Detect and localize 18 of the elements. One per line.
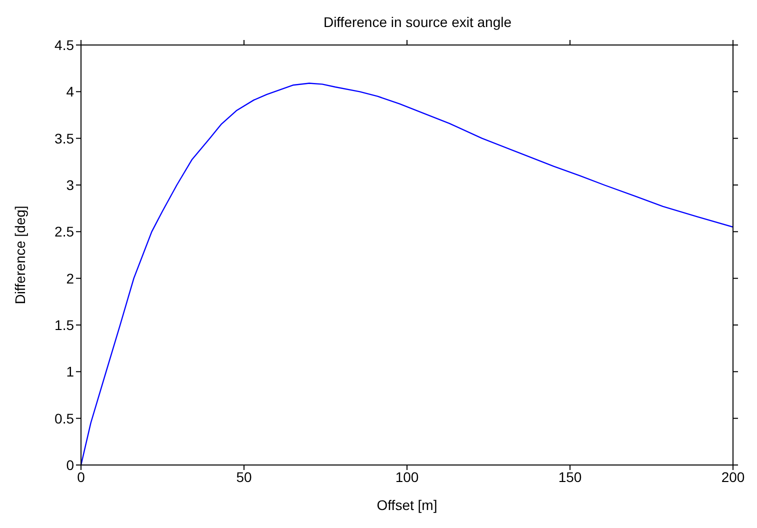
y-tick-label: 3 <box>66 176 74 193</box>
x-tick-label: 200 <box>721 468 745 485</box>
x-axis-title: Offset [m] <box>376 497 438 513</box>
y-tick-label: 0.5 <box>54 410 74 426</box>
y-tick-label: 4 <box>66 84 74 100</box>
y-tick-label: 2 <box>66 270 74 286</box>
y-tick-label: 2.5 <box>54 224 74 240</box>
x-tick-label: 0 <box>77 468 86 485</box>
x-tick-label: 100 <box>395 468 419 485</box>
y-tick-label: 3.5 <box>54 130 74 146</box>
y-tick-label: 0 <box>66 456 74 473</box>
y-tick-label: 1 <box>66 364 74 380</box>
chart-title: Difference in source exit angle <box>322 14 513 30</box>
x-tick-label: 50 <box>236 468 252 485</box>
y-tick-label: 4.5 <box>54 36 74 53</box>
x-tick-label: 150 <box>558 468 582 485</box>
y-tick-label: 1.5 <box>54 316 74 333</box>
y-axis-title: Difference [deg] <box>12 206 28 304</box>
